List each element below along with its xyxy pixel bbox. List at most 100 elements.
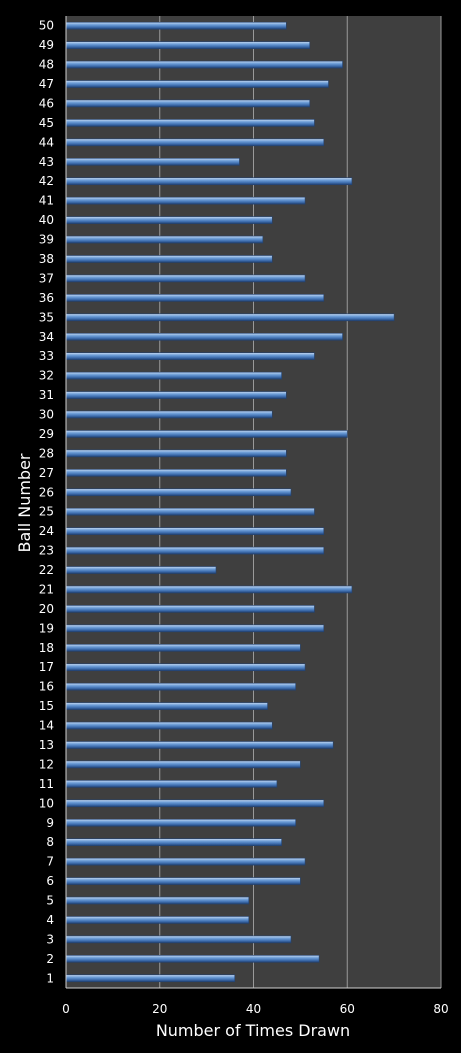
bar bbox=[65, 741, 334, 749]
bar bbox=[65, 138, 325, 147]
y-tick-label: 39 bbox=[39, 233, 54, 247]
bar bbox=[65, 799, 325, 808]
y-tick-label: 25 bbox=[39, 505, 54, 519]
bar bbox=[65, 294, 325, 302]
y-tick-label: 6 bbox=[46, 874, 54, 888]
bar bbox=[65, 488, 292, 497]
x-tick-labels: 0 20 40 60 80 bbox=[62, 1002, 448, 1016]
x-tick-label: 20 bbox=[152, 1002, 167, 1016]
x-tick-label: 0 bbox=[62, 1002, 70, 1016]
bar bbox=[65, 469, 287, 477]
y-tick-label: 9 bbox=[46, 816, 54, 830]
bar bbox=[65, 177, 353, 186]
y-tick-label: 23 bbox=[39, 544, 54, 558]
y-axis-title: Ball Number bbox=[15, 453, 34, 552]
y-tick-label: 38 bbox=[39, 252, 54, 266]
y-tick-label: 42 bbox=[39, 174, 54, 188]
bar bbox=[65, 682, 296, 691]
y-tick-label: 31 bbox=[39, 388, 54, 402]
bar bbox=[65, 41, 311, 49]
y-tick-labels: 1234567891011121314151617181920212223242… bbox=[39, 19, 54, 986]
y-tick-label: 30 bbox=[39, 408, 54, 422]
bar bbox=[65, 896, 250, 905]
y-tick-label: 49 bbox=[39, 38, 54, 52]
bar bbox=[65, 605, 315, 613]
bar bbox=[65, 507, 315, 516]
bar bbox=[65, 313, 395, 322]
bar bbox=[65, 877, 301, 885]
bar bbox=[65, 352, 315, 361]
y-tick-label: 2 bbox=[46, 952, 54, 966]
y-tick-label: 1 bbox=[46, 971, 54, 985]
axes bbox=[65, 16, 441, 989]
bar bbox=[65, 838, 282, 847]
y-tick-label: 7 bbox=[46, 855, 54, 869]
bar bbox=[65, 643, 301, 652]
bar bbox=[65, 449, 287, 458]
bar bbox=[65, 760, 301, 769]
y-tick-label: 15 bbox=[39, 699, 54, 713]
y-tick-label: 46 bbox=[39, 96, 54, 110]
bar bbox=[65, 624, 325, 633]
bar bbox=[65, 410, 273, 419]
y-tick-label: 40 bbox=[39, 213, 54, 227]
bar bbox=[65, 274, 306, 283]
bar bbox=[65, 585, 353, 594]
y-tick-label: 22 bbox=[39, 563, 54, 577]
y-tick-label: 21 bbox=[39, 582, 54, 596]
bar bbox=[65, 663, 306, 672]
y-tick-label: 44 bbox=[39, 135, 54, 149]
y-tick-label: 34 bbox=[39, 330, 54, 344]
x-axis-title: Number of Times Drawn bbox=[156, 1021, 350, 1040]
bar bbox=[65, 21, 287, 30]
bar bbox=[65, 119, 315, 127]
y-tick-label: 33 bbox=[39, 349, 54, 363]
y-tick-label: 3 bbox=[46, 932, 54, 946]
y-tick-label: 35 bbox=[39, 310, 54, 324]
y-tick-label: 12 bbox=[39, 757, 54, 771]
y-tick-label: 24 bbox=[39, 524, 54, 538]
bar bbox=[65, 857, 306, 866]
bar bbox=[65, 721, 273, 730]
bar bbox=[65, 818, 296, 827]
y-tick-label: 50 bbox=[39, 19, 54, 33]
bar bbox=[65, 391, 287, 399]
bar bbox=[65, 546, 325, 555]
bar bbox=[65, 974, 236, 983]
y-tick-label: 19 bbox=[39, 621, 54, 635]
bar bbox=[65, 935, 292, 944]
y-tick-label: 29 bbox=[39, 427, 54, 441]
y-tick-label: 37 bbox=[39, 271, 54, 285]
bar bbox=[65, 527, 325, 535]
x-tick-label: 40 bbox=[246, 1002, 261, 1016]
y-tick-label: 16 bbox=[39, 680, 54, 694]
y-tick-label: 41 bbox=[39, 194, 54, 208]
bar bbox=[65, 566, 217, 574]
x-tick-label: 80 bbox=[433, 1002, 448, 1016]
y-tick-label: 4 bbox=[46, 913, 54, 927]
y-tick-label: 5 bbox=[46, 894, 54, 908]
y-tick-label: 47 bbox=[39, 77, 54, 91]
y-tick-label: 13 bbox=[39, 738, 54, 752]
bar bbox=[65, 955, 320, 963]
y-tick-label: 32 bbox=[39, 369, 54, 383]
y-tick-label: 18 bbox=[39, 641, 54, 655]
bar bbox=[65, 916, 250, 924]
y-tick-label: 8 bbox=[46, 835, 54, 849]
y-tick-label: 27 bbox=[39, 466, 54, 480]
y-tick-label: 43 bbox=[39, 155, 54, 169]
y-tick-label: 26 bbox=[39, 485, 54, 499]
bar bbox=[65, 216, 273, 224]
y-tick-label: 14 bbox=[39, 719, 54, 733]
bar bbox=[65, 255, 273, 263]
y-tick-label: 17 bbox=[39, 660, 54, 674]
bar bbox=[65, 60, 343, 69]
bar bbox=[65, 780, 278, 788]
bar bbox=[65, 332, 343, 341]
x-tick-label: 60 bbox=[340, 1002, 355, 1016]
bar bbox=[65, 158, 240, 166]
y-tick-label: 45 bbox=[39, 116, 54, 130]
y-tick-label: 11 bbox=[39, 777, 54, 791]
bar bbox=[65, 235, 264, 244]
